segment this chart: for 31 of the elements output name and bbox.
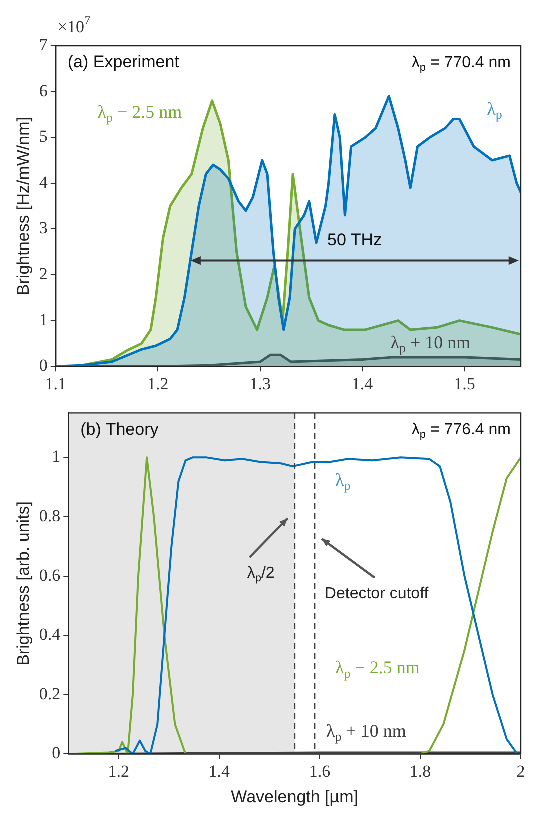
x-tick-label: 1.2 [147, 374, 169, 394]
y-tick-label: 1 [39, 310, 48, 330]
y-axis-title: Brightness [arb. units] [14, 501, 33, 666]
y-tick-label: 0 [52, 744, 61, 763]
y-tick-label: 0.4 [39, 625, 62, 644]
annotation: (a) Experiment [68, 52, 180, 72]
y-tick-label: 2 [39, 264, 48, 284]
y-tick-label: 6 [39, 81, 48, 100]
x-tick-label: 1.8 [410, 762, 432, 781]
y-tick-label: 4 [39, 172, 48, 192]
x-axis-title: Wavelength [µm] [231, 787, 358, 806]
x-tick-label: 1.4 [208, 762, 231, 781]
y-tick-label: 7 [39, 35, 48, 54]
x-tick-label: 1.3 [250, 374, 271, 394]
annotation: 50 THz [327, 230, 382, 250]
x-tick-label: 1.1 [45, 374, 67, 394]
x-tick-label: 1.2 [108, 762, 130, 781]
x-tick-label: 2 [516, 762, 526, 781]
y-tick-label: 5 [39, 127, 48, 146]
y-tick-label: 0.8 [39, 506, 61, 526]
y-tick-label: 0.6 [39, 566, 61, 585]
x-tick-label: 1.5 [454, 374, 476, 394]
y-tick-label: 0.2 [39, 684, 61, 704]
ref-line-label: Detector cutoff [324, 585, 430, 602]
x-tick-label: 1.4 [352, 374, 374, 394]
x-tick-label: 1.6 [309, 762, 331, 781]
y-tick-label: 0 [39, 356, 48, 376]
y-tick-label: 1 [52, 447, 61, 466]
y-tick-label: 3 [39, 218, 48, 238]
y-axis-title: Brightness [Hz/mW/nm] [14, 117, 33, 296]
annotation: (b) Theory [80, 420, 160, 439]
